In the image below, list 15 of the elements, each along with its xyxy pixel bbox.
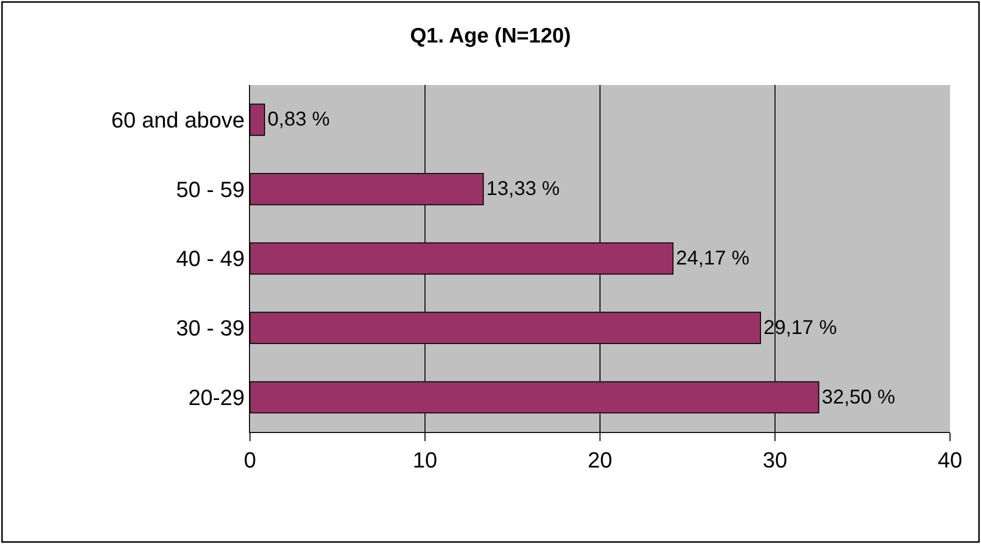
chart-title: Q1. Age (N=120) xyxy=(410,24,571,48)
y-tick-label: 50 - 59 xyxy=(176,176,245,202)
data-label: 0,83 % xyxy=(268,108,330,131)
x-tick-label: 20 xyxy=(588,447,612,472)
x-tick-label: 30 xyxy=(762,447,788,472)
y-tick-label: 30 - 39 xyxy=(176,316,245,341)
y-tick-label: 40 - 49 xyxy=(176,246,245,272)
x-tick-label: 40 xyxy=(938,447,962,472)
x-tick-label: 0 xyxy=(244,447,256,472)
y-tick-label: 20-29 xyxy=(188,385,245,410)
y-tick-label: 60 and above xyxy=(111,107,245,132)
data-label: 24,17 % xyxy=(676,248,750,270)
data-label: 32,50 % xyxy=(822,386,896,408)
x-tick-label: 10 xyxy=(412,447,438,472)
data-label: 13,33 % xyxy=(486,178,560,200)
